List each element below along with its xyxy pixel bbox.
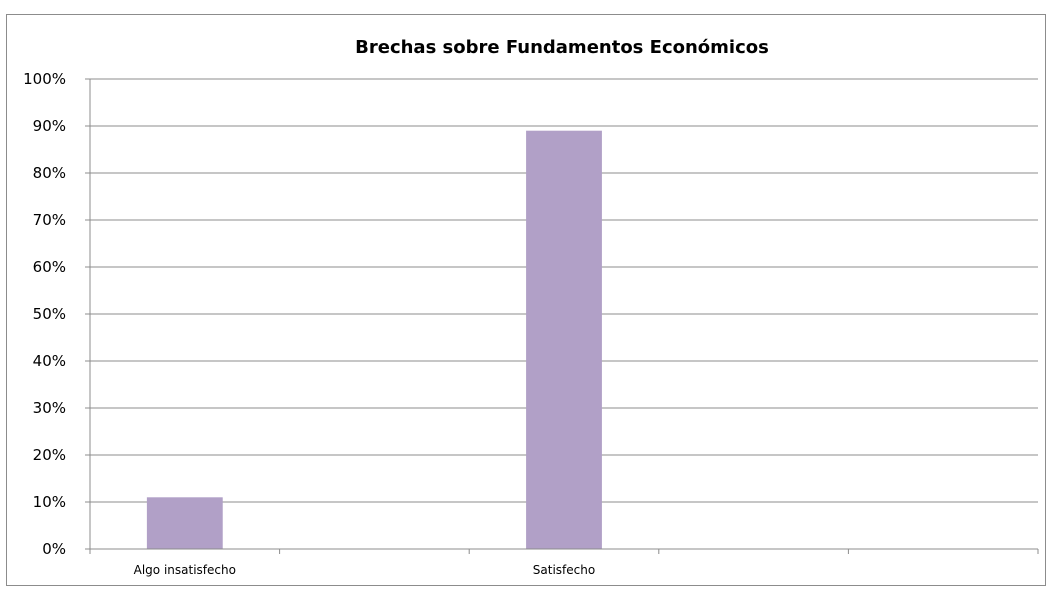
bar (526, 130, 602, 549)
gridlines (90, 78, 1038, 503)
x-tick-label: Satisfecho (533, 563, 595, 577)
x-tick-labels: Algo insatisfecho Satisfecho (134, 563, 596, 577)
bar (146, 497, 223, 549)
x-tick-label: Algo insatisfecho (134, 563, 236, 577)
y-tick-label: 90% (33, 117, 66, 135)
y-tick-label: 80% (33, 164, 66, 182)
y-tick-label: 50% (33, 305, 66, 323)
y-tick-labels: 0% 10% 20% 30% 40% 50% 60% 70% 80% 90% 100% (23, 70, 66, 558)
chart-frame (6, 14, 1046, 586)
y-tick-label: 30% (33, 399, 66, 417)
y-tick-label: 40% (33, 352, 66, 370)
y-tick-label: 70% (33, 211, 66, 229)
chart-title: Brechas sobre Fundamentos Económicos (355, 37, 769, 58)
y-tick-label: 100% (23, 70, 66, 88)
axes (85, 78, 1039, 554)
y-tick-label: 0% (42, 540, 66, 558)
y-tick-label: 60% (33, 258, 66, 276)
y-tick-label: 20% (33, 446, 66, 464)
y-tick-label: 10% (33, 493, 66, 511)
bars (146, 130, 602, 549)
